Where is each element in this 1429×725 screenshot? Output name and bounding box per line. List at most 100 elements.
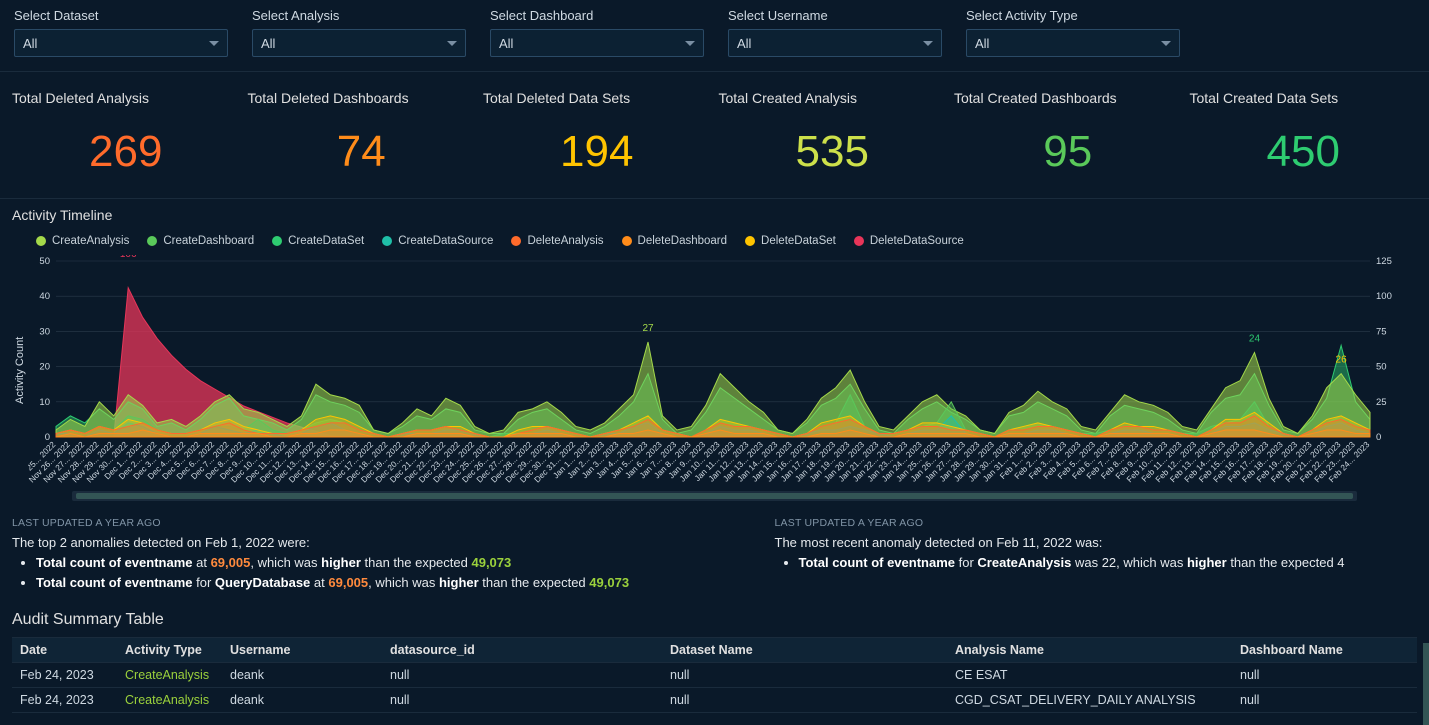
- kpi-card: Total Deleted Analysis 269: [8, 90, 244, 174]
- filter-bar: Select Dataset All Select Analysis All S…: [0, 0, 1429, 72]
- legend-dot-icon: [854, 236, 864, 246]
- filter-label: Select Dashboard: [490, 8, 704, 23]
- table-header[interactable]: Dataset Name: [662, 638, 947, 663]
- kpi-label: Total Deleted Analysis: [8, 90, 244, 106]
- table-cell: null: [662, 663, 947, 688]
- table-cell: Feb 24, 2023: [12, 663, 117, 688]
- legend-item[interactable]: CreateDataSet: [272, 235, 364, 247]
- kpi-label: Total Created Analysis: [715, 90, 951, 106]
- svg-text:27: 27: [642, 323, 654, 334]
- filter-select-analysis[interactable]: All: [252, 29, 466, 57]
- chevron-down-icon: [209, 41, 219, 46]
- filter-value: All: [261, 36, 275, 51]
- table-cell: null: [382, 688, 662, 713]
- last-updated-label: LAST UPDATED A YEAR AGO: [775, 517, 1418, 529]
- table-header[interactable]: Date: [12, 638, 117, 663]
- table-cell: null: [1232, 688, 1417, 713]
- legend-dot-icon: [382, 236, 392, 246]
- svg-text:26: 26: [1336, 355, 1348, 366]
- legend-label: DeleteDataSource: [870, 235, 964, 247]
- kpi-card: Total Created Analysis 535: [715, 90, 951, 174]
- table-cell: null: [382, 663, 662, 688]
- svg-text:106: 106: [120, 255, 137, 260]
- table-cell: CGD_CSAT_DELIVERY_DAILY ANALYSIS: [947, 688, 1232, 713]
- legend-label: CreateDataSet: [288, 235, 364, 247]
- legend-item[interactable]: DeleteDataSource: [854, 235, 964, 247]
- legend-dot-icon: [272, 236, 282, 246]
- kpi-label: Total Created Dashboards: [950, 90, 1186, 106]
- chart-legend: CreateAnalysis CreateDashboard CreateDataS…: [12, 235, 1417, 247]
- svg-text:30: 30: [39, 326, 50, 337]
- legend-item[interactable]: CreateDataSource: [382, 235, 493, 247]
- narrative-body: The most recent anomaly detected on Feb …: [775, 533, 1418, 573]
- last-updated-label: LAST UPDATED A YEAR AGO: [12, 517, 655, 529]
- anomaly-narrative-left: LAST UPDATED A YEAR AGO The top 2 anomal…: [12, 517, 655, 593]
- filter-username: Select Username All: [728, 8, 942, 57]
- chevron-down-icon: [447, 41, 457, 46]
- legend-dot-icon: [745, 236, 755, 246]
- y-axis-label: Activity Count: [12, 255, 28, 485]
- filter-select-username[interactable]: All: [728, 29, 942, 57]
- table-title: Audit Summary Table: [12, 611, 1417, 629]
- filter-activity-type: Select Activity Type All: [966, 8, 1180, 57]
- narrative-body: The top 2 anomalies detected on Feb 1, 2…: [12, 533, 655, 593]
- table-cell: null: [662, 688, 947, 713]
- legend-dot-icon: [147, 236, 157, 246]
- table-cell: CreateAnalysis: [117, 663, 222, 688]
- table-header[interactable]: datasource_id: [382, 638, 662, 663]
- table-row[interactable]: Feb 24, 2023CreateAnalysisdeanknullnullC…: [12, 688, 1417, 713]
- kpi-value: 95: [950, 130, 1186, 174]
- filter-value: All: [737, 36, 751, 51]
- svg-text:50: 50: [1376, 362, 1387, 373]
- chart-plot-area[interactable]: 010203040500255075100125106272426Nov 25.…: [28, 255, 1417, 485]
- legend-item[interactable]: DeleteDataSet: [745, 235, 836, 247]
- legend-item[interactable]: CreateAnalysis: [36, 235, 129, 247]
- legend-item[interactable]: DeleteAnalysis: [511, 235, 603, 247]
- legend-label: DeleteAnalysis: [527, 235, 603, 247]
- table-header[interactable]: Username: [222, 638, 382, 663]
- chevron-down-icon: [685, 41, 695, 46]
- table-cell: CreateAnalysis: [117, 688, 222, 713]
- kpi-value: 194: [479, 130, 715, 174]
- svg-text:20: 20: [39, 362, 50, 373]
- kpi-card: Total Created Data Sets450: [1186, 90, 1422, 174]
- filter-label: Select Dataset: [14, 8, 228, 23]
- legend-item[interactable]: DeleteDashboard: [622, 235, 728, 247]
- chart-horizontal-scrollbar[interactable]: [72, 491, 1357, 501]
- filter-select-dataset[interactable]: All: [14, 29, 228, 57]
- svg-text:10: 10: [39, 397, 50, 408]
- filter-label: Select Analysis: [252, 8, 466, 23]
- kpi-card: Total Deleted Dashboards74: [244, 90, 480, 174]
- legend-label: CreateDashboard: [163, 235, 254, 247]
- legend-label: CreateDataSource: [398, 235, 493, 247]
- filter-value: All: [499, 36, 513, 51]
- filter-dashboard: Select Dashboard All: [490, 8, 704, 57]
- svg-text:125: 125: [1376, 256, 1392, 267]
- svg-text:25: 25: [1376, 397, 1387, 408]
- legend-label: CreateAnalysis: [52, 235, 129, 247]
- table-header[interactable]: Dashboard Name: [1232, 638, 1417, 663]
- scrollbar-thumb[interactable]: [76, 493, 1353, 499]
- svg-text:24: 24: [1249, 333, 1261, 344]
- kpi-value: 269: [8, 130, 244, 174]
- kpi-label: Total Created Data Sets: [1186, 90, 1422, 106]
- kpi-card: Total Created Dashboards 95: [950, 90, 1186, 174]
- filter-label: Select Username: [728, 8, 942, 23]
- table-vertical-scrollbar[interactable]: [1423, 643, 1429, 725]
- audit-summary-section: Audit Summary Table DateActivity TypeUse…: [0, 611, 1429, 725]
- kpi-label: Total Deleted Data Sets: [479, 90, 715, 106]
- table-row[interactable]: Feb 24, 2023CreateAnalysisdeanknullnullC…: [12, 663, 1417, 688]
- table-header[interactable]: Analysis Name: [947, 638, 1232, 663]
- legend-dot-icon: [511, 236, 521, 246]
- kpi-value: 535: [715, 130, 951, 174]
- table-cell: CE ESAT: [947, 663, 1232, 688]
- filter-select-activity-type[interactable]: All: [966, 29, 1180, 57]
- svg-text:75: 75: [1376, 326, 1387, 337]
- chevron-down-icon: [923, 41, 933, 46]
- table-header[interactable]: Activity Type: [117, 638, 222, 663]
- filter-dataset: Select Dataset All: [14, 8, 228, 57]
- activity-timeline-chart: Activity Timeline CreateAnalysisCreateDa…: [0, 199, 1429, 501]
- legend-item[interactable]: CreateDashboard: [147, 235, 254, 247]
- legend-dot-icon: [622, 236, 632, 246]
- filter-select-dashboard[interactable]: All: [490, 29, 704, 57]
